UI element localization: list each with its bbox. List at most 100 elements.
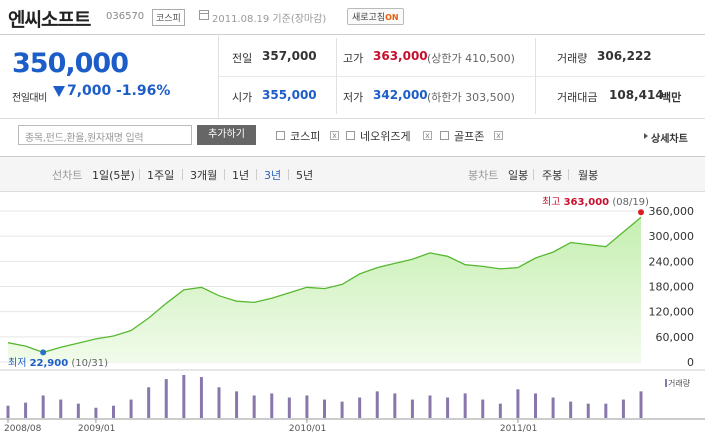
high-annotation: 최고 363,000 (08/19)	[542, 193, 649, 208]
open-label: 시가	[232, 91, 253, 104]
prev-close-value: 357,000	[262, 49, 317, 63]
add-button[interactable]: 추가하기	[197, 125, 256, 145]
stock-name: 엔씨소프트	[8, 9, 91, 31]
compare-label-kospi: 코스피	[290, 130, 321, 143]
volume-bar	[621, 399, 625, 418]
tab-separator	[139, 169, 140, 180]
current-price: 350,000	[12, 48, 129, 79]
tab-1week[interactable]: 1주일	[147, 169, 175, 182]
tab-separator	[288, 169, 289, 180]
amount-unit: 백만	[661, 91, 682, 104]
price-summary	[0, 34, 705, 119]
y-tick-label: 300,000	[649, 230, 695, 243]
volume-bar	[463, 393, 467, 418]
high-marker	[638, 209, 644, 216]
volume-legend: 거래량	[664, 379, 691, 388]
tab-1day[interactable]: 1일(5분)	[92, 169, 135, 182]
volume-bar	[24, 402, 28, 418]
tab-3years[interactable]: 3년	[264, 169, 282, 182]
volume-bar	[287, 397, 291, 418]
volume-bar	[305, 395, 309, 418]
volume-value: 306,222	[597, 49, 652, 63]
prev-close-label: 전일	[232, 52, 253, 65]
low-label: 최저	[8, 358, 27, 369]
refresh-state: ON	[385, 13, 399, 22]
volume-bar	[358, 397, 362, 418]
y-tick-label: 120,000	[649, 306, 695, 319]
x-tick-label: 2011/01	[500, 424, 537, 434]
down-triangle-icon	[53, 86, 65, 97]
tab-monthly[interactable]: 월봉	[578, 169, 599, 182]
volume-bar	[428, 395, 432, 418]
volume-bar	[76, 403, 80, 418]
volume-bar	[41, 395, 45, 418]
high-date: (08/19)	[612, 197, 649, 208]
price-line	[7, 216, 642, 354]
volume-bar	[551, 397, 555, 418]
open-value: 355,000	[262, 88, 317, 102]
volume-bar	[94, 407, 98, 418]
volume-bar	[569, 401, 573, 418]
calendar-icon	[199, 10, 209, 20]
volume-bar	[199, 377, 203, 418]
change-label: 전일대비	[12, 93, 47, 104]
volume-bar	[393, 393, 397, 418]
search-input[interactable]: 종목,펀드,환율,원자재명 입력	[18, 125, 192, 145]
compare-checkbox-golfzon[interactable]	[440, 131, 449, 140]
amount-value: 108,414	[609, 88, 664, 102]
tab-separator	[256, 169, 257, 180]
compare-label-neowiz: 네오위즈게	[360, 130, 411, 143]
volume-bar	[323, 399, 326, 418]
low-marker	[40, 349, 47, 356]
tab-1year[interactable]: 1년	[232, 169, 250, 182]
refresh-button[interactable]: 새로고침ON	[347, 8, 404, 25]
compare-checkbox-neowiz[interactable]	[346, 131, 355, 140]
high-annotation-value: 363,000	[563, 197, 610, 208]
tab-separator	[568, 169, 569, 180]
lower-limit: (하한가 303,500)	[427, 91, 515, 104]
volume-bar	[639, 391, 643, 418]
candle-chart-label: 봉차트	[468, 169, 499, 182]
detail-chart-link[interactable]: 상세차트	[644, 130, 688, 145]
tab-daily[interactable]: 일봉	[508, 169, 529, 182]
volume-bar	[604, 403, 608, 418]
high-label: 최고	[542, 197, 561, 208]
volume-bar	[481, 399, 485, 418]
remove-golfzon-icon[interactable]: x	[494, 131, 503, 140]
volume-bar	[59, 399, 63, 418]
volume-bar	[498, 403, 502, 418]
tab-5years[interactable]: 5년	[296, 169, 314, 182]
tab-separator	[224, 169, 225, 180]
high-value: 363,000	[373, 49, 428, 63]
tab-3months[interactable]: 3개월	[190, 169, 218, 182]
low-date: (10/31)	[71, 358, 108, 369]
volume-bar	[586, 403, 590, 418]
low-annotation-value: 22,900	[29, 358, 69, 369]
x-tick-label: 2010/01	[289, 424, 326, 434]
tab-weekly[interactable]: 주봉	[542, 169, 563, 182]
y-tick-label: 60,000	[656, 331, 695, 344]
volume-bar	[235, 391, 239, 418]
stock-code: 036570	[106, 11, 145, 22]
volume-bar	[516, 389, 520, 418]
low-value: 342,000	[373, 88, 428, 102]
volume-label: 거래량	[557, 52, 588, 65]
volume-bar	[129, 399, 133, 418]
tab-separator	[533, 169, 534, 180]
tab-separator	[182, 169, 183, 180]
line-chart-label: 선차트	[52, 169, 83, 182]
volume-bar	[182, 375, 186, 418]
volume-bar	[112, 405, 115, 418]
compare-checkbox-kospi[interactable]	[276, 131, 285, 140]
volume-bar	[446, 397, 450, 418]
change-value: 7,000	[67, 83, 112, 99]
volume-bar	[410, 399, 414, 418]
high-label: 고가	[343, 52, 364, 65]
volume-bar	[252, 395, 256, 418]
base-date: 2011.08.19 기준(장마감)	[212, 14, 327, 25]
volume-bar	[534, 393, 537, 418]
remove-kospi-icon[interactable]: x	[330, 131, 339, 140]
compare-label-golfzon: 골프존	[454, 130, 485, 143]
remove-neowiz-icon[interactable]: x	[423, 131, 432, 140]
low-label: 저가	[343, 91, 364, 104]
